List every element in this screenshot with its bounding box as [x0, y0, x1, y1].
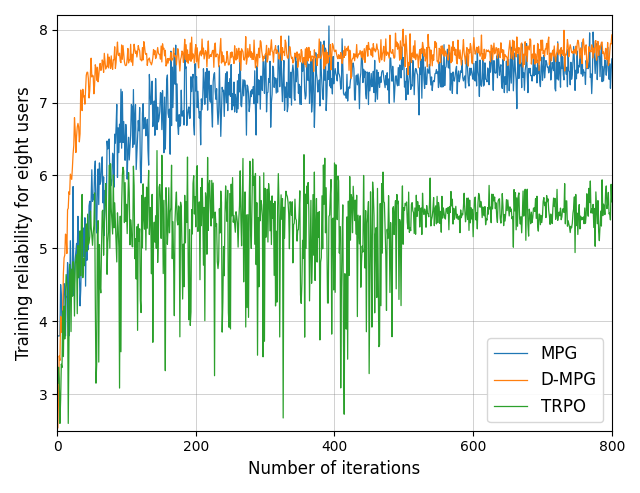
MPG [325, 23, 333, 29]
TRPO [476, 193, 483, 199]
D-MPG [408, 60, 415, 66]
TRPO [54, 381, 61, 387]
X-axis label: Number of iterations: Number of iterations [248, 460, 420, 478]
MPG [608, 56, 616, 62]
MPG [88, 167, 95, 173]
TRPO [408, 200, 416, 206]
MPG [475, 74, 483, 80]
TRPO [56, 421, 64, 426]
D-MPG [54, 425, 61, 431]
MPG [532, 71, 540, 77]
TRPO [532, 215, 540, 221]
D-MPG [376, 59, 383, 65]
D-MPG [532, 51, 540, 57]
TRPO [392, 198, 399, 204]
TRPO [153, 147, 161, 153]
Line: D-MPG: D-MPG [58, 29, 612, 428]
TRPO [89, 243, 97, 248]
MPG [408, 82, 415, 88]
Legend: MPG, D-MPG, TRPO: MPG, D-MPG, TRPO [487, 338, 604, 423]
D-MPG [475, 43, 483, 49]
Line: TRPO: TRPO [58, 150, 612, 423]
TRPO [377, 303, 385, 309]
Line: MPG: MPG [58, 26, 612, 336]
D-MPG [88, 74, 95, 80]
MPG [54, 333, 61, 339]
TRPO [608, 199, 616, 205]
MPG [391, 87, 399, 93]
D-MPG [390, 55, 398, 61]
D-MPG [399, 26, 407, 32]
MPG [376, 74, 384, 80]
Y-axis label: Training reliability for eight users: Training reliability for eight users [15, 86, 33, 360]
D-MPG [608, 32, 616, 38]
